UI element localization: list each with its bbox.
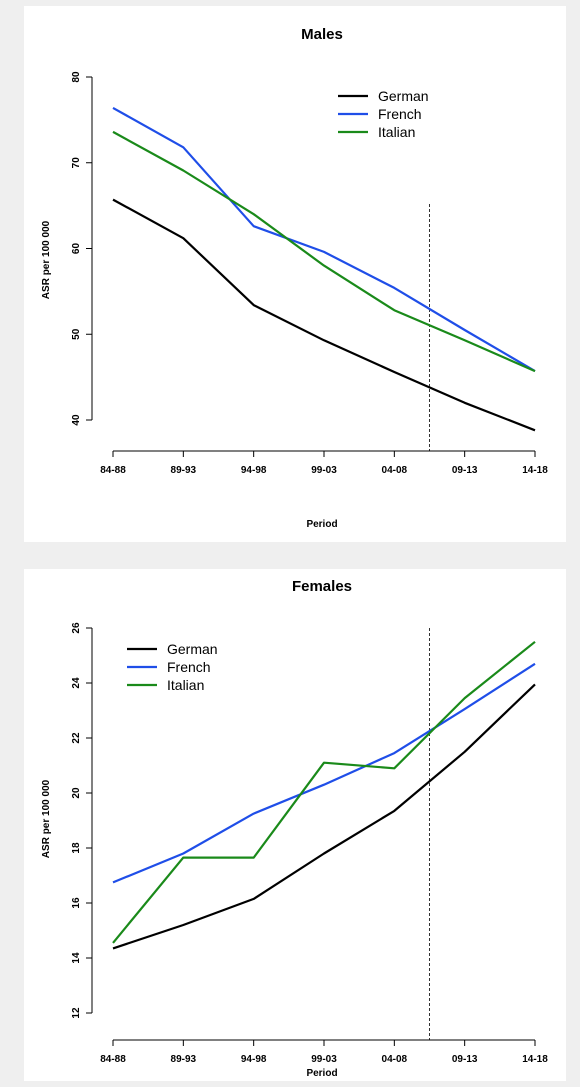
females-chart-panel: Females Period ASR per 100 000 84-88 89-9… [24,569,566,1081]
y-tick-label: 80 [71,71,82,83]
legend-label-italian: Italian [167,677,204,693]
y-tick-label: 16 [71,897,82,909]
x-tick-label: 94-98 [241,465,267,476]
x-tick-label: 89-93 [171,465,197,476]
series-line-german [112,683,536,950]
x-tick-label: 14-18 [522,465,548,476]
x-tick-label: 99-03 [311,465,337,476]
y-tick-label: 12 [71,1007,82,1019]
legend-label-french: French [167,659,211,675]
y-tick-label: 60 [71,243,82,255]
x-tick-label: 84-88 [100,465,126,476]
series-line-french [112,662,536,884]
chart-title: Males [301,26,343,43]
y-tick-label: 24 [71,677,82,689]
chart-title: Females [292,578,352,595]
y-tick-label: 22 [71,732,82,744]
x-axis-label: Period [306,519,337,530]
x-tick-label: 09-13 [452,465,478,476]
series-line-italian [112,130,536,373]
y-axis-label: ASR per 100 000 [41,220,52,299]
y-axis-label: ASR per 100 000 [41,779,52,858]
x-tick-label: 04-08 [382,1054,408,1065]
y-tick-label: 40 [71,414,82,426]
y-tick-label: 70 [71,157,82,169]
x-axis-label: Period [306,1068,337,1079]
y-tick-label: 18 [71,842,82,854]
series-line-german [112,198,536,432]
females-chart: Females Period ASR per 100 000 84-88 89-9… [41,578,548,1079]
y-tick-label: 26 [71,622,82,634]
y-tick-label: 14 [71,952,82,964]
legend-label-french: French [378,106,422,122]
x-tick-label: 94-98 [241,1054,267,1065]
x-tick-label: 99-03 [311,1054,337,1065]
x-tick-label: 89-93 [171,1054,197,1065]
series-line-italian [112,640,536,944]
x-tick-label: 14-18 [522,1054,548,1065]
males-chart: Males Period ASR per 100 000 84-88 89-93 9… [41,26,548,530]
y-tick-label: 20 [71,787,82,799]
series-line-french [112,106,536,373]
males-chart-panel: Males Period ASR per 100 000 84-88 89-93 9… [24,6,566,542]
x-tick-label: 04-08 [382,465,408,476]
legend-label-german: German [378,88,429,104]
legend-label-italian: Italian [378,124,415,140]
x-tick-label: 09-13 [452,1054,478,1065]
legend-label-german: German [167,641,218,657]
x-tick-label: 84-88 [100,1054,126,1065]
y-tick-label: 50 [71,328,82,340]
